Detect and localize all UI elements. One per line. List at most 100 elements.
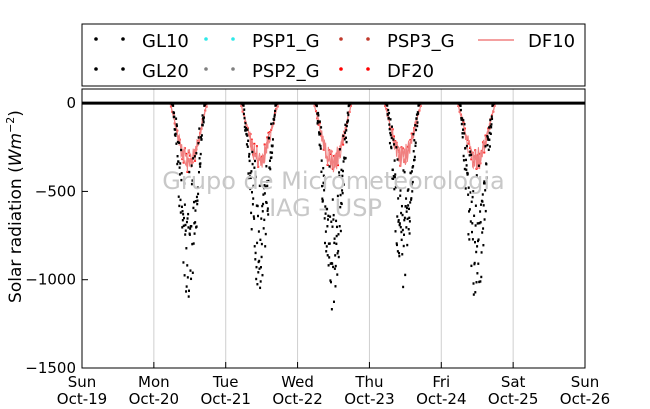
- gl-point: [393, 143, 396, 146]
- gl-point: [197, 170, 200, 174]
- gl-point: [332, 213, 335, 217]
- gl-point: [335, 225, 338, 229]
- gl-point: [407, 188, 410, 191]
- gl-point: [247, 176, 250, 180]
- gl-point: [412, 165, 415, 168]
- gl-point: [271, 144, 274, 147]
- legend-marker-dot: [339, 67, 343, 71]
- gl-point: [250, 228, 253, 231]
- gl-point: [478, 221, 481, 225]
- gl-point: [182, 261, 185, 264]
- gl-point: [479, 203, 482, 206]
- gl-point: [183, 274, 186, 277]
- gl-point: [259, 238, 262, 241]
- gl-point: [183, 182, 186, 185]
- gl-point: [465, 144, 468, 148]
- gl-point: [336, 194, 339, 198]
- gl-point: [243, 125, 246, 129]
- gl-point: [258, 267, 261, 270]
- gl-point: [248, 175, 251, 178]
- gl-point: [189, 227, 192, 230]
- gl-point: [339, 193, 342, 197]
- gl-point: [175, 117, 178, 120]
- gl-point: [327, 214, 330, 218]
- x-tick-day: Sat: [501, 373, 526, 391]
- gl-point: [396, 215, 399, 218]
- gl-point: [321, 199, 324, 202]
- x-tick-day: Thu: [354, 373, 383, 391]
- gl-point: [264, 185, 267, 188]
- gl-point: [340, 168, 343, 172]
- gl-point: [202, 121, 205, 124]
- gl-point: [184, 233, 187, 236]
- gl-point: [402, 169, 405, 172]
- gl-point: [325, 245, 328, 248]
- gl-point: [323, 217, 326, 220]
- gl-point: [268, 166, 271, 169]
- gl-point: [193, 155, 196, 158]
- gl-point: [262, 227, 265, 230]
- gl-point: [253, 166, 256, 169]
- gl-point: [461, 132, 464, 135]
- gl-point: [408, 216, 411, 219]
- gl-point: [416, 124, 419, 128]
- gl-point: [333, 237, 336, 240]
- gl-point: [323, 189, 326, 192]
- gl-point: [490, 123, 493, 126]
- gl-point: [195, 151, 198, 155]
- gl-point: [259, 286, 262, 290]
- gl-point: [194, 221, 197, 224]
- y-tick-label: −1000: [25, 271, 76, 289]
- gl-point: [172, 104, 175, 107]
- gl-point: [346, 120, 349, 124]
- x-tick-date: Oct-25: [488, 390, 538, 408]
- gl-point: [485, 163, 488, 166]
- gl-point: [415, 128, 418, 132]
- gl-point: [248, 159, 251, 163]
- gl-point: [180, 178, 183, 182]
- gl-point: [396, 158, 399, 161]
- gl-point: [488, 126, 491, 129]
- gl-point: [178, 141, 181, 144]
- gl-point: [323, 241, 326, 245]
- gl-point: [265, 165, 268, 168]
- gl-point: [317, 120, 320, 124]
- x-tick-day: Sun: [68, 373, 97, 391]
- gl-point: [319, 144, 322, 148]
- gl-point: [403, 218, 406, 222]
- gl-point: [394, 230, 397, 233]
- gl-point: [411, 190, 414, 193]
- gl-point: [416, 121, 419, 124]
- gl-point: [324, 230, 327, 233]
- gl-point: [252, 184, 255, 188]
- gl-point: [337, 255, 340, 259]
- gl-point: [174, 128, 177, 131]
- gl-point: [326, 207, 329, 211]
- y-axis-label: Solar radiation (Wm−2): [4, 110, 26, 303]
- gl-point: [320, 170, 323, 174]
- gl-point: [464, 187, 467, 190]
- gl-point: [175, 123, 178, 126]
- gl-point: [246, 128, 249, 131]
- legend-marker-dot: [204, 37, 208, 41]
- gl-point: [412, 150, 415, 153]
- gl-point: [181, 210, 184, 213]
- gl-point: [342, 183, 345, 186]
- gl-point: [185, 290, 188, 293]
- gl-point: [392, 174, 395, 178]
- gl-point: [200, 134, 203, 137]
- df20-point: [336, 164, 339, 167]
- gl-point: [271, 151, 274, 154]
- gl-point: [270, 122, 273, 126]
- gl-point: [175, 142, 178, 145]
- gl-point: [397, 219, 400, 222]
- gl-point: [329, 280, 332, 284]
- gl-point: [334, 254, 337, 257]
- df10-line: [312, 102, 353, 169]
- gl-point: [192, 157, 195, 160]
- gl-point: [477, 164, 480, 167]
- gl-point: [407, 204, 410, 207]
- gl-point: [490, 126, 493, 129]
- gl-point: [335, 242, 338, 246]
- gl-point: [328, 165, 331, 168]
